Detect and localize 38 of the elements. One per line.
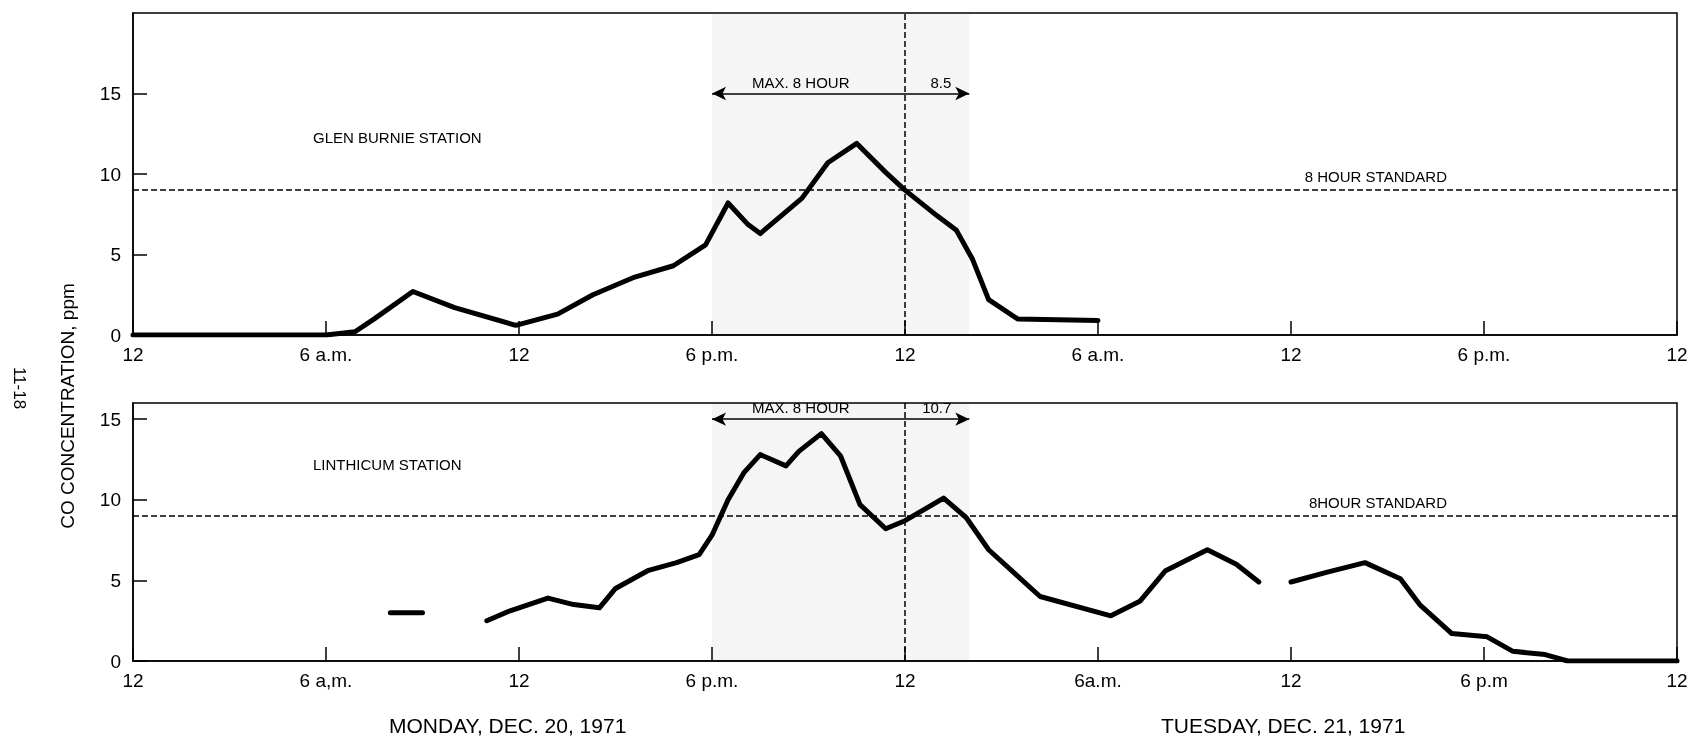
- ref-line-label: 8HOUR STANDARD: [1308, 493, 1448, 511]
- x-tick-label: 6 a,m.: [299, 670, 353, 691]
- x-tick-label: 6 p.m.: [685, 344, 739, 365]
- y-tick-label: 0: [110, 650, 121, 672]
- y-tick-label: 10: [99, 489, 121, 511]
- y-tick-label: 5: [110, 569, 121, 591]
- text: TUESDAY, DEC. 21, 1971: [1161, 714, 1406, 737]
- text: MONDAY, DEC. 20, 1971: [389, 714, 627, 737]
- x-tick-label: 6 a.m.: [299, 344, 353, 365]
- annotation: 10.7: [922, 399, 952, 417]
- y-axis-title: CO CONCENTRATION, ppm: [56, 283, 79, 529]
- x-tick-label: 6 a.m.: [1071, 344, 1125, 365]
- x-tick-label: 12: [1280, 344, 1302, 365]
- x-tick-label: 12: [122, 344, 144, 365]
- x-tick-label: 6 p.m.: [1457, 344, 1511, 365]
- y-tick-label: 0: [110, 324, 121, 346]
- text: GLEN BURNIE STATION: [313, 129, 482, 146]
- x-tick-label: 12: [894, 344, 916, 365]
- band-label: MAX. 8 HOUR: [752, 399, 850, 417]
- y-tick-label: 5: [110, 244, 121, 265]
- x-tick-label: 6a.m.: [1074, 670, 1122, 691]
- y-tick-label: 10: [99, 163, 121, 185]
- x-tick-label: 6 p.m: [1460, 670, 1508, 691]
- ref-line-label: 8 HOUR STANDARD: [1304, 168, 1448, 186]
- x-tick-label: 12: [894, 670, 916, 691]
- text: LINTHICUM STATION: [313, 456, 462, 473]
- x-tick-label: 12: [508, 670, 530, 691]
- x-tick-label: 6 p.m.: [685, 670, 739, 691]
- x-tick-label: 12: [1666, 670, 1688, 691]
- text: 11-18: [9, 366, 30, 410]
- y-tick-label: 15: [99, 408, 121, 430]
- band-label: MAX. 8 HOUR: [752, 73, 850, 91]
- x-tick-label: 12: [122, 670, 144, 691]
- y-tick-label: 15: [99, 83, 121, 104]
- x-tick-label: 12: [1280, 670, 1302, 691]
- x-tick-label: 12: [1666, 344, 1688, 365]
- annotation: 8.5: [930, 73, 952, 91]
- x-tick-label: 12: [508, 344, 530, 365]
